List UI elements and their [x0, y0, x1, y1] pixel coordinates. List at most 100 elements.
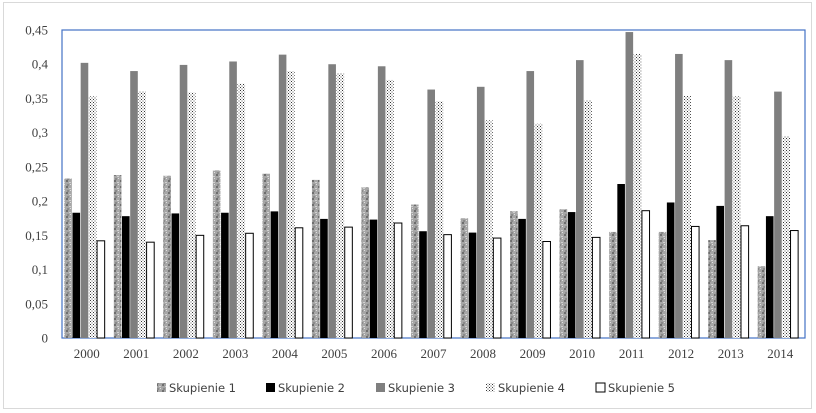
plot-area: 0 0,05 0,1 0,15 0,2 0,25 0,3 0,35 0,4 0,45 2000 200… — [25, 23, 806, 361]
bar-skupienie-4-2008 — [485, 120, 493, 338]
y-tick-label: 0,3 — [32, 125, 48, 140]
x-tick-label: 2004 — [272, 346, 299, 361]
bar-skupienie-1-2000 — [64, 178, 72, 338]
x-tick-label: 2011 — [619, 346, 645, 361]
x-tick-label: 2001 — [123, 346, 149, 361]
x-tick-label: 2005 — [321, 346, 347, 361]
x-tick-label: 2009 — [520, 346, 546, 361]
y-tick-label: 0,35 — [25, 91, 48, 106]
bar-skupienie-4-2007 — [435, 101, 444, 338]
bar-skupienie-2-2010 — [567, 212, 576, 338]
bar-skupienie-4-2000 — [88, 96, 97, 338]
bar-skupienie-1-2011 — [609, 231, 617, 338]
bar-skupienie-4-2011 — [633, 53, 642, 338]
x-tick-label: 2010 — [569, 346, 595, 361]
bar-skupienie-1-2001 — [113, 175, 122, 338]
bar-skupienie-5-2005 — [344, 226, 353, 339]
bar-skupienie-3-2001 — [130, 71, 138, 339]
bar-skupienie-2-2007 — [419, 231, 427, 338]
bar-skupienie-5-2013 — [740, 225, 750, 339]
legend-label-1: Skupienie 1 — [169, 381, 236, 395]
y-tick-label: 0,15 — [25, 228, 48, 243]
bar-skupienie-2-2001 — [122, 216, 130, 338]
legend-swatch-4 — [486, 383, 495, 392]
bar-skupienie-2-2014 — [765, 216, 774, 338]
bar-skupienie-5-2009 — [542, 240, 551, 339]
x-tick-label: 2002 — [173, 346, 199, 361]
y-tick-label: 0 — [42, 331, 49, 346]
bar-skupienie-5-2006 — [393, 222, 403, 339]
bar-skupienie-2-2000 — [72, 212, 81, 338]
bar-skupienie-2-2003 — [221, 212, 229, 338]
bar-skupienie-3-2010 — [576, 60, 584, 339]
bar-skupienie-5-2002 — [195, 234, 205, 339]
bar-skupienie-4-2003 — [237, 83, 246, 339]
y-tick-label: 0,2 — [32, 194, 48, 209]
bar-skupienie-1-2003 — [212, 170, 221, 338]
x-tick-label: 2008 — [470, 346, 496, 361]
bar-skupienie-5-2007 — [443, 234, 452, 339]
bar-skupienie-2-2009 — [518, 218, 526, 338]
bar-skupienie-3-2003 — [229, 61, 237, 339]
bar-skupienie-3-2014 — [774, 91, 782, 338]
bar-skupienie-2-2002 — [171, 213, 180, 338]
bar-skupienie-4-2012 — [683, 95, 691, 338]
bar-skupienie-3-2011 — [625, 32, 634, 338]
bar-skupienie-4-2006 — [386, 79, 394, 338]
bar-skupienie-3-2002 — [179, 64, 188, 338]
bar-skupienie-5-2004 — [294, 227, 304, 339]
bar-skupienie-2-2004 — [270, 211, 279, 338]
legend-swatch-2 — [266, 383, 275, 392]
x-tick-label: 2003 — [222, 346, 248, 361]
x-tick-label: 2006 — [371, 346, 398, 361]
bar-skupienie-2-2011 — [617, 184, 625, 338]
legend: Skupienie 1 Skupienie 2 Skupienie 3 Skupien… — [157, 381, 675, 395]
legend-label-2: Skupienie 2 — [278, 381, 345, 395]
bar-skupienie-5-2011 — [641, 210, 651, 339]
y-tick-label: 0,45 — [25, 23, 48, 38]
bar-skupienie-3-2009 — [526, 71, 535, 339]
bar-skupienie-5-2010 — [591, 236, 601, 339]
y-tick-label: 0,05 — [25, 296, 48, 311]
bar-skupienie-2-2012 — [666, 202, 675, 338]
bar-skupienie-5-2000 — [96, 240, 106, 339]
legend-swatch-5 — [595, 382, 606, 393]
legend-swatch-1 — [157, 383, 166, 392]
bar-skupienie-1-2012 — [658, 231, 667, 338]
bar-skupienie-1-2013 — [708, 240, 716, 338]
bar-skupienie-5-2008 — [492, 237, 502, 339]
bar-skupienie-1-2004 — [262, 173, 270, 338]
bar-skupienie-4-2001 — [138, 91, 146, 338]
bar-skupienie-5-2012 — [690, 225, 700, 339]
bar-skupienie-4-2005 — [336, 73, 345, 339]
bar-skupienie-4-2013 — [732, 96, 741, 338]
bar-skupienie-4-2014 — [782, 136, 790, 338]
bar-skupienie-4-2004 — [287, 71, 295, 339]
bar-skupienie-2-2005 — [320, 218, 328, 338]
bar-skupienie-3-2008 — [476, 86, 485, 338]
x-tick-label: 2012 — [668, 346, 694, 361]
legend-label-3: Skupienie 3 — [388, 381, 455, 395]
bar-skupienie-3-2000 — [80, 62, 89, 338]
bar-skupienie-3-2004 — [278, 54, 287, 338]
bar-skupienie-5-2001 — [146, 241, 155, 339]
y-tick-label: 0,4 — [32, 57, 49, 72]
bar-skupienie-4-2010 — [584, 100, 592, 339]
bar-skupienie-1-2014 — [757, 266, 766, 338]
bar-skupienie-4-2002 — [187, 92, 196, 338]
bar-skupienie-2-2013 — [716, 205, 724, 338]
x-tick-label: 2014 — [767, 346, 794, 361]
bar-skupienie-3-2012 — [675, 53, 683, 338]
legend-label-5: Skupienie 5 — [608, 381, 675, 395]
bar-skupienie-1-2006 — [361, 187, 370, 338]
bar-skupienie-3-2005 — [328, 64, 336, 338]
bar-skupienie-3-2006 — [377, 66, 386, 338]
legend-label-4: Skupienie 4 — [498, 381, 565, 395]
bar-skupienie-1-2007 — [411, 204, 419, 338]
y-tick-label: 0,1 — [32, 262, 48, 277]
x-tick-label: 2000 — [74, 346, 100, 361]
legend-swatch-3 — [376, 383, 385, 392]
bar-skupienie-1-2008 — [460, 218, 469, 338]
x-tick-label: 2013 — [718, 346, 744, 361]
